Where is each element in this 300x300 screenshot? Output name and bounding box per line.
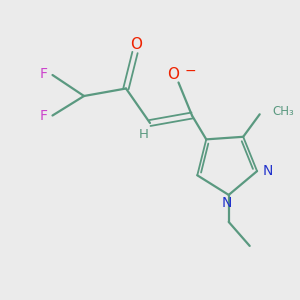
Text: O: O <box>167 67 179 82</box>
Text: O: O <box>130 37 142 52</box>
Text: N: N <box>262 164 273 178</box>
Text: N: N <box>222 196 232 210</box>
Text: H: H <box>139 128 148 141</box>
Text: F: F <box>40 109 48 123</box>
Text: F: F <box>40 68 48 81</box>
Text: CH₃: CH₃ <box>272 105 294 118</box>
Text: −: − <box>184 64 196 78</box>
